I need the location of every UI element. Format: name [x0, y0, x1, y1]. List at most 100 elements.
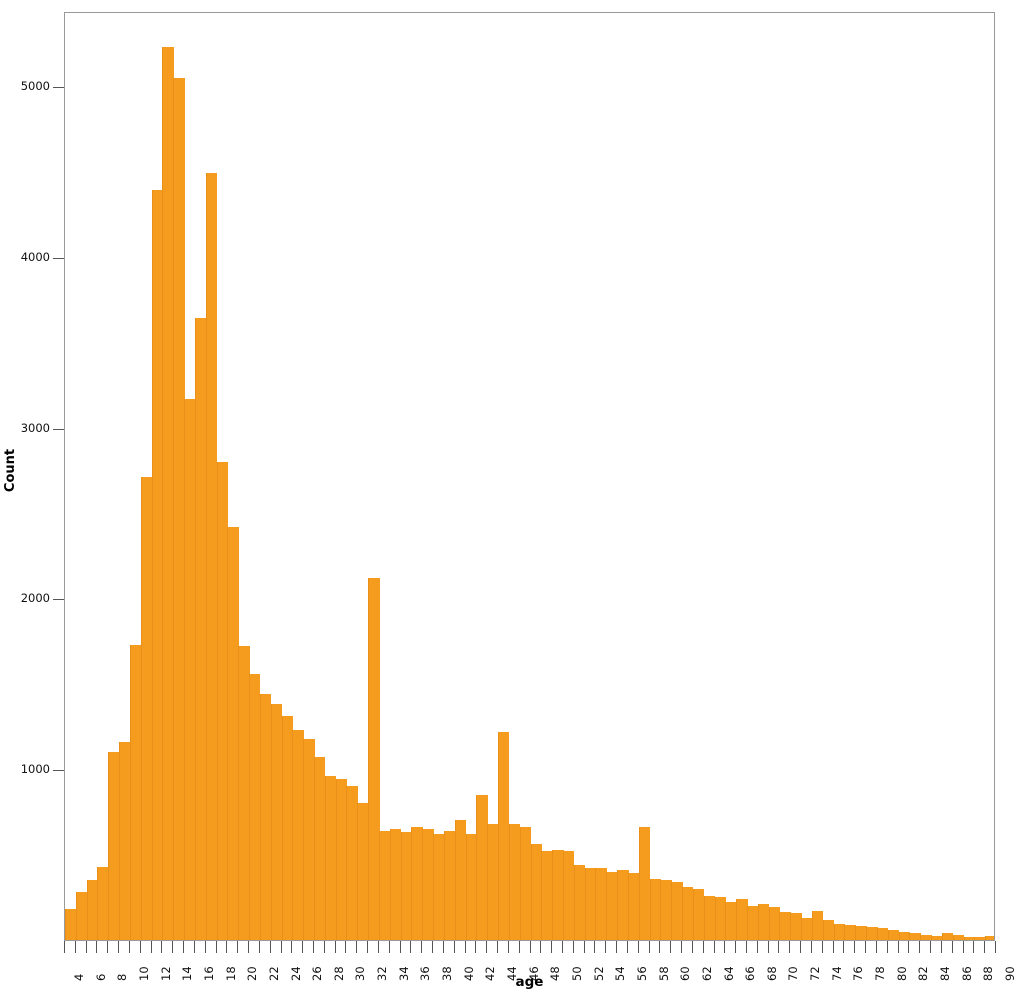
y-axis-tick: 2000 [21, 591, 64, 605]
histogram-bar [844, 924, 856, 940]
x-axis-tick-mark [269, 941, 271, 953]
x-axis-tick-mark [107, 941, 109, 953]
x-axis-tick-mark [746, 941, 747, 953]
x-axis-tick-mark [367, 941, 369, 953]
histogram-bar [584, 868, 597, 940]
x-axis-tick-mark [150, 941, 152, 953]
x-axis-tick-mark [681, 941, 683, 953]
x-axis-tick-mark [691, 941, 693, 953]
x-axis-tick-mark [637, 941, 639, 953]
histogram-bar [378, 830, 391, 940]
histogram-bar [530, 844, 542, 940]
y-axis-tick-mark [53, 599, 64, 601]
histogram-bar [498, 731, 510, 940]
x-axis-tick-mark [875, 941, 877, 953]
x-axis-tick-mark [940, 941, 942, 953]
x-axis-tick-mark [323, 941, 325, 953]
histogram-bar [75, 892, 88, 940]
x-axis-tick-mark [388, 941, 390, 953]
x-axis-tick-mark [421, 941, 423, 953]
x-axis-tick-mark [258, 941, 260, 953]
x-axis-tick-mark [442, 941, 444, 953]
x-axis-tick-mark [789, 941, 791, 953]
x-axis-tick-mark [226, 941, 228, 953]
x-axis-tick-mark [583, 941, 585, 953]
histogram-bar [487, 823, 499, 940]
histogram-bar [65, 909, 77, 940]
x-axis-tick-mark [280, 941, 282, 953]
histogram-bar [216, 461, 228, 940]
x-axis-tick-mark [453, 941, 455, 953]
x-axis-tick-mark [172, 941, 174, 953]
x-axis-tick-mark [756, 941, 758, 953]
histogram-bar [801, 917, 813, 940]
x-axis-tick-mark [897, 941, 899, 953]
histogram-bar [465, 834, 477, 940]
histogram-bar [389, 829, 402, 940]
y-axis-tick-mark [53, 87, 64, 89]
histogram-bar [649, 878, 661, 940]
histogram-bar [368, 577, 380, 940]
x-axis-tick-mark [64, 941, 65, 953]
x-axis-tick-mark [843, 941, 845, 953]
histogram-bar [151, 190, 164, 940]
x-axis-tick-mark [540, 941, 542, 953]
y-axis-tick: 3000 [21, 421, 64, 435]
x-axis-tick-mark [183, 941, 185, 953]
x-axis-tick-mark [648, 941, 650, 953]
x-axis-tick-mark [713, 941, 715, 953]
x-axis-tick-mark [161, 941, 163, 953]
x-axis-tick-mark [507, 941, 509, 953]
y-axis-tick-label: 2000 [20, 591, 50, 606]
histogram-bar [931, 935, 943, 940]
x-axis-tick-mark [475, 941, 477, 953]
histogram-bar [714, 897, 726, 940]
histogram-bar [963, 936, 975, 940]
x-axis-ticks [64, 941, 996, 953]
x-axis-tick-mark [312, 941, 314, 953]
histogram-bar [422, 829, 434, 940]
x-axis-tick-mark [865, 941, 867, 953]
histogram-bar [725, 902, 737, 940]
histogram-bar [433, 834, 445, 940]
x-axis-tick-mark [551, 941, 553, 953]
histogram-bar [573, 864, 586, 940]
histogram-bar [562, 851, 575, 940]
histogram-bar [270, 704, 283, 940]
histogram-bar [909, 933, 921, 940]
histogram-bar [303, 738, 315, 940]
histogram-bar [833, 923, 846, 940]
histogram-bar [140, 477, 153, 940]
x-axis-tick-mark [973, 941, 975, 953]
histogram-bar [194, 318, 207, 940]
x-axis-tick-mark [237, 941, 239, 953]
x-axis-tick-mark [984, 941, 986, 953]
histogram-bar [811, 910, 824, 940]
histogram-bar [86, 880, 99, 940]
x-axis-tick-mark [908, 941, 910, 953]
y-axis-tick: 1000 [21, 762, 64, 776]
histogram-bar [129, 644, 142, 940]
histogram-bar [162, 46, 174, 940]
histogram-bar [866, 927, 878, 940]
x-axis-tick-mark [85, 941, 87, 953]
histogram-bar [227, 526, 239, 940]
histogram-bar [173, 77, 185, 940]
histogram-bar [898, 932, 910, 940]
x-axis-tick-mark [486, 941, 488, 953]
x-axis-tick-mark [497, 941, 499, 953]
histogram-bar [281, 716, 293, 940]
x-axis-tick-mark [800, 941, 802, 953]
x-axis-tick-mark [951, 941, 953, 953]
histogram-bar [335, 779, 348, 940]
y-axis-tick-mark [53, 257, 64, 259]
x-axis-tick-mark [616, 941, 618, 953]
histogram-bar [941, 933, 954, 940]
x-axis-tick-mark [215, 941, 217, 953]
histogram-bar [552, 849, 564, 940]
x-axis-tick-mark [767, 941, 769, 953]
x-axis-tick-mark [399, 941, 401, 953]
x-axis-tick-mark [659, 941, 661, 953]
y-axis-tick-label: 3000 [20, 420, 50, 435]
